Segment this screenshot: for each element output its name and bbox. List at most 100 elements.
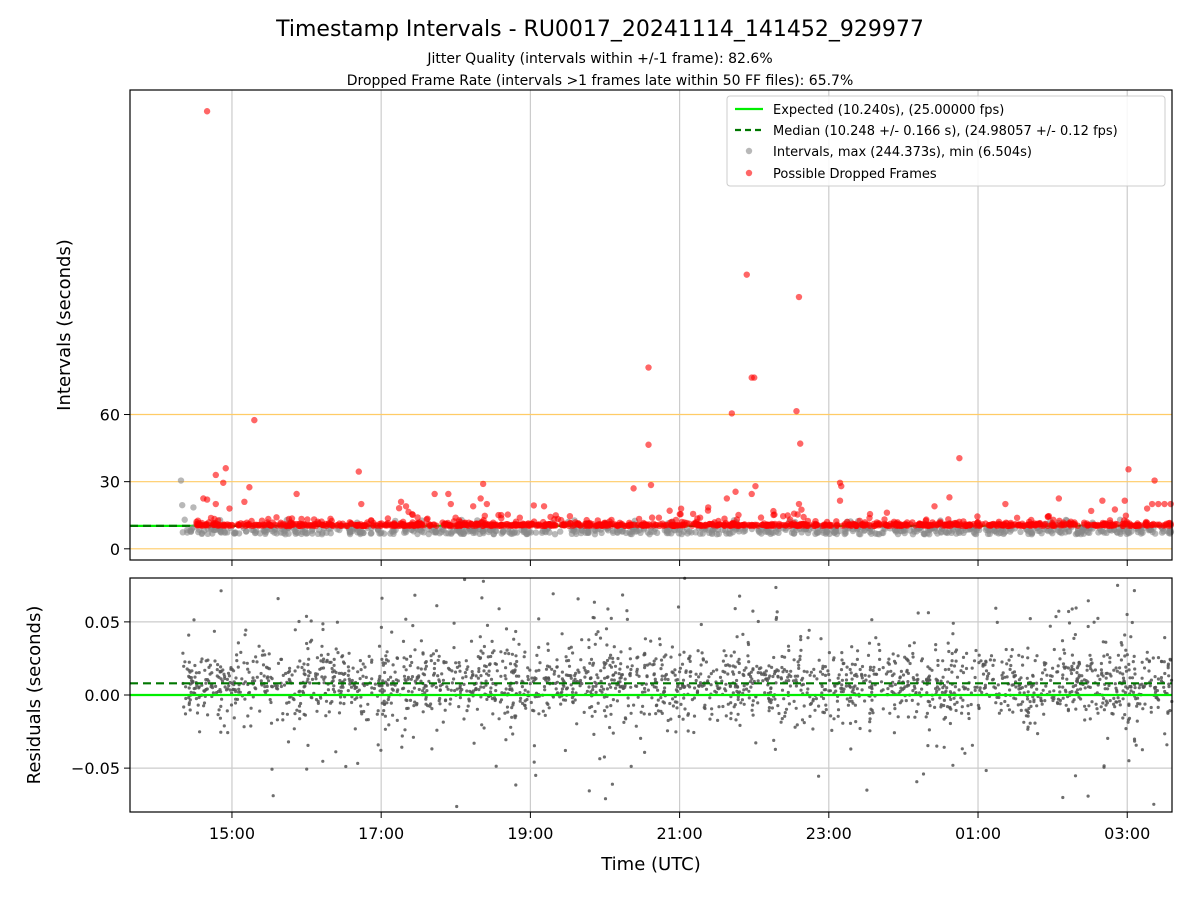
residual-point (801, 676, 805, 680)
residual-point (454, 661, 458, 665)
residual-point (563, 748, 568, 753)
residual-point (874, 636, 878, 640)
interval-point (532, 529, 540, 536)
residual-point (509, 725, 513, 729)
legend-expected-label: Expected (10.240s), (25.00000 fps) (773, 103, 1004, 118)
residual-point (915, 678, 919, 682)
residual-point (659, 667, 663, 671)
residual-point (658, 643, 662, 647)
residual-point (671, 671, 675, 675)
residual-point (960, 747, 964, 751)
residual-point (933, 705, 937, 710)
residual-point (325, 660, 329, 664)
residual-point (860, 664, 865, 669)
interval-point (653, 529, 661, 537)
dropped-frame-point (241, 498, 248, 506)
residual-point (660, 663, 664, 667)
residual-point (215, 668, 219, 672)
residual-point (887, 657, 891, 661)
residual-point (1070, 664, 1074, 669)
interval-point (708, 529, 716, 536)
residual-point (952, 691, 956, 695)
residual-point (850, 677, 854, 681)
residual-point (523, 703, 527, 708)
residual-point (331, 687, 335, 692)
dropped-frame-point (1148, 500, 1156, 508)
residual-point (1125, 612, 1129, 617)
residual-point (1064, 703, 1068, 707)
residual-point (267, 652, 271, 656)
residual-point (662, 690, 667, 694)
residual-point (196, 703, 200, 707)
residual-point (850, 690, 854, 694)
residual-point (893, 703, 897, 707)
residual-point (621, 593, 625, 597)
residual-point (787, 702, 792, 706)
intervals-reference-lines (130, 413, 1172, 550)
residual-point (305, 767, 309, 771)
residual-point (774, 617, 778, 622)
dropped-frame-point (946, 494, 953, 501)
residual-point (341, 660, 346, 664)
dropped-frame-point (985, 522, 993, 529)
dropped-frame-point (1111, 506, 1119, 513)
residual-point (267, 667, 271, 671)
residual-point (935, 689, 939, 694)
residual-point (310, 696, 314, 700)
residual-point (912, 684, 917, 688)
residual-point (330, 666, 334, 671)
residual-point (327, 710, 331, 714)
residuals-expected-median-lines (130, 682, 1172, 697)
residual-point (959, 669, 963, 673)
residual-point (587, 638, 591, 642)
dropped-frame-point (1167, 500, 1174, 508)
residual-point (1022, 691, 1026, 695)
dropped-frame-point (445, 490, 452, 498)
residual-point (524, 706, 528, 710)
residual-point (973, 688, 977, 693)
residual-point (250, 679, 255, 683)
residual-point (764, 669, 768, 673)
interval-point (1058, 529, 1065, 537)
residual-point (504, 687, 508, 691)
residual-point (598, 636, 603, 640)
residual-point (219, 704, 223, 709)
residual-point (547, 706, 551, 710)
residual-point (1108, 656, 1112, 660)
residual-point (635, 656, 639, 660)
residual-point (926, 699, 930, 704)
residual-point (1024, 684, 1028, 688)
residual-point (1040, 699, 1044, 703)
residual-point (660, 674, 664, 678)
dropped-frame-point (974, 513, 981, 520)
residual-point (850, 645, 854, 649)
residual-point (229, 703, 234, 707)
residual-point (215, 674, 219, 678)
residual-point (339, 695, 343, 699)
residual-point (881, 666, 885, 670)
residual-point (1135, 719, 1139, 723)
residual-point (583, 675, 587, 679)
residual-point (628, 647, 632, 651)
residual-point (950, 659, 954, 663)
residual-point (995, 620, 999, 625)
residual-point (866, 653, 871, 658)
residual-point (791, 679, 796, 683)
residual-point (845, 665, 849, 669)
residual-point (652, 659, 656, 663)
residual-point (187, 696, 191, 700)
residual-point (219, 690, 223, 694)
residual-point (474, 674, 478, 678)
residual-point (1102, 696, 1106, 701)
interval-point (1125, 529, 1132, 536)
residual-point (680, 662, 685, 666)
residual-point (417, 687, 421, 692)
residual-point (879, 689, 884, 693)
residual-point (1020, 686, 1024, 690)
residual-point (1021, 700, 1025, 704)
residual-point (798, 654, 802, 658)
residual-point (748, 680, 753, 684)
residual-point (409, 677, 413, 681)
residual-point (1121, 716, 1125, 720)
residual-point (1119, 641, 1123, 645)
